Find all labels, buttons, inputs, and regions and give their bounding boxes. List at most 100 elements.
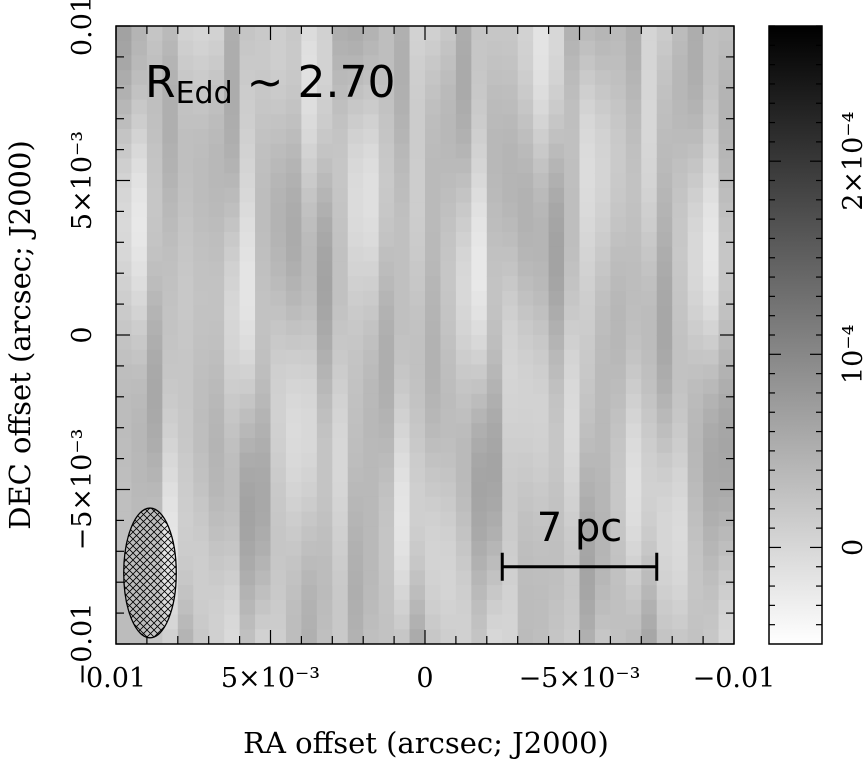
heatmap-cell [502, 614, 519, 630]
heatmap-cell [255, 335, 272, 351]
heatmap-cell [594, 585, 611, 601]
heatmap-cell [332, 408, 349, 424]
heatmap-cell [347, 423, 364, 439]
heatmap-image [116, 26, 734, 644]
heatmap-cell [687, 629, 704, 644]
heatmap-cell [625, 26, 642, 42]
heatmap-cell [656, 364, 673, 380]
heatmap-cell [718, 246, 734, 263]
heatmap-cell [548, 55, 565, 71]
heatmap-cell [409, 629, 426, 644]
heatmap-cell [316, 114, 333, 130]
heatmap-cell [162, 261, 179, 277]
heatmap-cell [193, 629, 210, 644]
heatmap-cell [533, 276, 550, 292]
heatmap-cell [502, 526, 519, 542]
heatmap-cell [625, 408, 642, 424]
heatmap-cell [224, 290, 241, 307]
heatmap-cell [363, 261, 380, 277]
heatmap-cell [347, 599, 364, 616]
heatmap-cell [347, 26, 364, 42]
heatmap-cell [703, 541, 720, 557]
heatmap-cell [672, 467, 689, 483]
heatmap-cell [610, 438, 627, 454]
heatmap-cell [162, 408, 179, 424]
heatmap-cell [332, 99, 349, 115]
heatmap-cell [455, 26, 472, 42]
heatmap-cell [255, 438, 272, 454]
heatmap-cell [363, 129, 380, 145]
heatmap-cell [255, 114, 272, 130]
heatmap-cell [718, 143, 734, 160]
heatmap-cell [332, 202, 349, 218]
heatmap-cell [533, 290, 550, 307]
heatmap-cell [301, 482, 318, 498]
heatmap-cell [394, 232, 411, 248]
heatmap-cell [270, 305, 287, 321]
heatmap-cell [363, 217, 380, 233]
heatmap-cell [131, 114, 148, 130]
heatmap-cell [378, 55, 395, 71]
heatmap-cell [703, 70, 720, 86]
heatmap-cell [471, 467, 488, 483]
heatmap-cell [270, 393, 287, 410]
heatmap-cell [239, 276, 256, 292]
heatmap-cell [703, 320, 720, 336]
heatmap-cell [502, 143, 519, 160]
heatmap-cell [455, 526, 472, 542]
heatmap-cell [363, 173, 380, 189]
heatmap-cell [301, 393, 318, 410]
heatmap-cell [193, 541, 210, 557]
heatmap-cell [718, 290, 734, 307]
heatmap-cell [455, 629, 472, 644]
heatmap-cell [332, 423, 349, 439]
heatmap-cell [131, 452, 148, 469]
heatmap-cell [517, 202, 534, 218]
heatmap-cell [116, 496, 133, 513]
heatmap-cell [471, 541, 488, 557]
heatmap-cell [641, 349, 658, 366]
heatmap-cell [625, 305, 642, 321]
heatmap-cell [394, 541, 411, 557]
heatmap-cell [363, 629, 380, 644]
heatmap-cell [533, 40, 550, 57]
heatmap-cell [517, 526, 534, 542]
heatmap-cell [239, 393, 256, 410]
heatmap-cell [208, 423, 225, 439]
heatmap-cell [641, 276, 658, 292]
heatmap-cell [224, 55, 241, 71]
heatmap-cell [610, 379, 627, 395]
heatmap-cell [471, 408, 488, 424]
heatmap-cell [378, 261, 395, 277]
heatmap-cell [455, 614, 472, 630]
heatmap-cell [193, 599, 210, 616]
heatmap-cell [177, 467, 194, 483]
heatmap-cell [409, 614, 426, 630]
heatmap-cell [594, 84, 611, 101]
heatmap-cell [718, 438, 734, 454]
heatmap-cell [486, 320, 503, 336]
heatmap-cell [316, 408, 333, 424]
heatmap-cell [255, 541, 272, 557]
heatmap-cell [533, 114, 550, 130]
colorbar-tick-label: 2×10⁻⁴ [838, 112, 865, 211]
heatmap-cell [208, 526, 225, 542]
heatmap-cell [718, 320, 734, 336]
heatmap-cell [316, 496, 333, 513]
heatmap-cell [316, 320, 333, 336]
heatmap-cell [378, 629, 395, 644]
heatmap-cell [718, 364, 734, 380]
heatmap-cell [162, 246, 179, 263]
heatmap-cell [672, 393, 689, 410]
heatmap-cell [255, 482, 272, 498]
heatmap-cell [224, 276, 241, 292]
heatmap-cell [224, 84, 241, 101]
heatmap-cell [301, 452, 318, 469]
heatmap-cell [625, 40, 642, 57]
heatmap-cell [656, 276, 673, 292]
heatmap-cell [471, 26, 488, 42]
heatmap-cell [239, 438, 256, 454]
heatmap-cell [347, 393, 364, 410]
heatmap-cell [533, 55, 550, 71]
